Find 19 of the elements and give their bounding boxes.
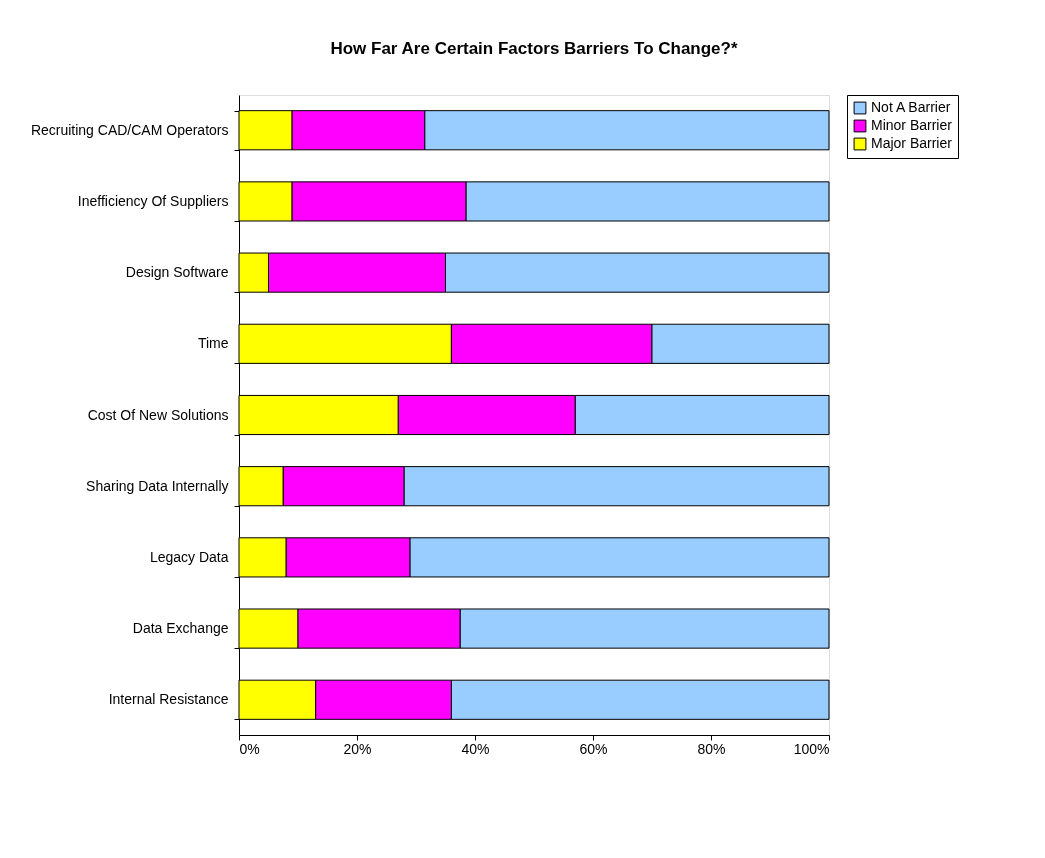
legend-label: Not A Barrier <box>871 99 951 115</box>
y-tick-label: Recruiting CAD/CAM Operators <box>30 121 229 138</box>
chart-title: How Far Are Certain Factors Barriers To Change?* <box>330 39 738 58</box>
y-tick-label: Sharing Data Internally <box>86 477 229 494</box>
y-tick-label: Data Exchange <box>132 620 229 637</box>
x-tick-label: 100% <box>793 740 830 757</box>
y-tick-label: Inefficiency Of Suppliers <box>77 192 229 209</box>
y-tick-label: Cost Of New Solutions <box>87 406 229 423</box>
legend-label: Minor Barrier <box>871 117 953 133</box>
x-tick-label: 60% <box>579 740 608 757</box>
x-tick-label: 20% <box>343 740 372 757</box>
y-tick-label: Internal Resistance <box>108 691 229 708</box>
x-tick-label: 40% <box>461 740 490 757</box>
y-tick-label: Legacy Data <box>149 548 229 565</box>
x-tick-label: 80% <box>697 740 726 757</box>
x-tick-label: 0% <box>239 740 260 757</box>
legend-label: Major Barrier <box>871 135 953 151</box>
y-tick-label: Time <box>197 335 229 352</box>
y-tick-label: Design Software <box>125 264 229 281</box>
